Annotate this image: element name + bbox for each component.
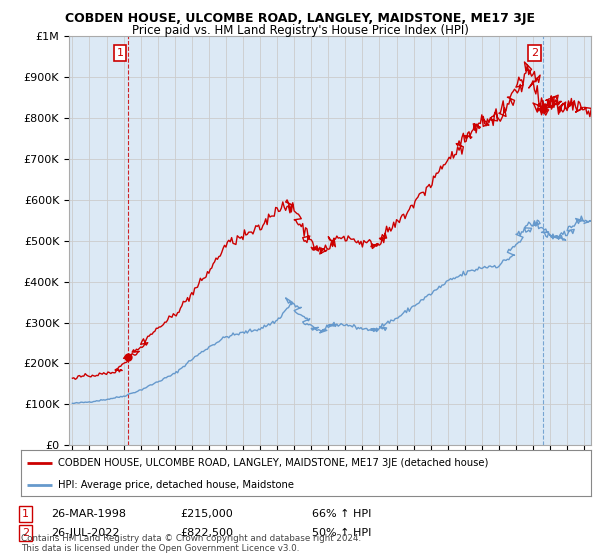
Text: £215,000: £215,000 bbox=[180, 509, 233, 519]
Text: 26-MAR-1998: 26-MAR-1998 bbox=[51, 509, 126, 519]
Text: Price paid vs. HM Land Registry's House Price Index (HPI): Price paid vs. HM Land Registry's House … bbox=[131, 24, 469, 36]
Text: 50% ↑ HPI: 50% ↑ HPI bbox=[312, 528, 371, 538]
Text: 2: 2 bbox=[531, 48, 538, 58]
Text: 1: 1 bbox=[116, 48, 124, 58]
Text: HPI: Average price, detached house, Maidstone: HPI: Average price, detached house, Maid… bbox=[58, 480, 294, 491]
Text: Contains HM Land Registry data © Crown copyright and database right 2024.
This d: Contains HM Land Registry data © Crown c… bbox=[21, 534, 361, 553]
Text: 66% ↑ HPI: 66% ↑ HPI bbox=[312, 509, 371, 519]
Text: COBDEN HOUSE, ULCOMBE ROAD, LANGLEY, MAIDSTONE, ME17 3JE (detached house): COBDEN HOUSE, ULCOMBE ROAD, LANGLEY, MAI… bbox=[58, 458, 488, 468]
Text: COBDEN HOUSE, ULCOMBE ROAD, LANGLEY, MAIDSTONE, ME17 3JE: COBDEN HOUSE, ULCOMBE ROAD, LANGLEY, MAI… bbox=[65, 12, 535, 25]
Text: 26-JUL-2022: 26-JUL-2022 bbox=[51, 528, 119, 538]
Text: 1: 1 bbox=[22, 509, 29, 519]
Text: 2: 2 bbox=[22, 528, 29, 538]
Text: £822,500: £822,500 bbox=[180, 528, 233, 538]
